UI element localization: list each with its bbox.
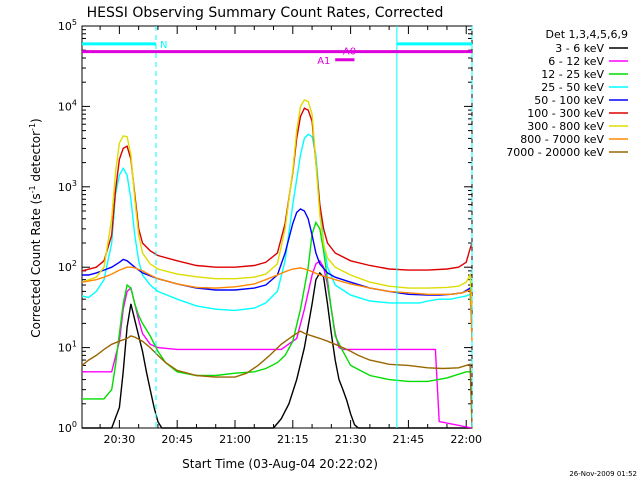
y-tick-label-base: 10: [58, 100, 72, 113]
y-tick-label: 101: [58, 340, 77, 355]
legend-label: 6 - 12 keV: [548, 55, 604, 68]
chart-title: HESSI Observing Summary Count Rates, Cor…: [87, 5, 444, 21]
series-line-9: [81, 330, 473, 429]
x-tick-label: 21:30: [335, 433, 367, 446]
footer-timestamp: 26-Nov-2009 01:52: [569, 470, 637, 478]
legend-label: 7000 - 20000 keV: [506, 146, 604, 159]
y-tick-label-exponent: 3: [72, 179, 77, 188]
legend-label: 25 - 50 keV: [541, 81, 604, 94]
y-tick-label: 102: [58, 259, 77, 274]
y-tick-label-base: 10: [58, 181, 72, 194]
y-axis-label-end: ): [29, 118, 43, 123]
x-tick-label: 20:45: [161, 433, 193, 446]
x-tick-label: 21:15: [277, 433, 309, 446]
y-tick-label-base: 10: [58, 422, 72, 435]
series-line-3: [82, 220, 472, 400]
legend-label: 12 - 25 keV: [541, 68, 604, 81]
y-tick-label-exponent: 4: [72, 98, 77, 107]
y-tick-label-exponent: 2: [72, 259, 77, 268]
y-tick-label-exponent: 0: [72, 420, 77, 429]
legend-label: 3 - 6 keV: [555, 42, 604, 55]
y-axis-label-sup2: -1: [28, 123, 37, 131]
y-axis-label-sup1: -1: [28, 185, 37, 193]
x-tick-label: 20:30: [104, 433, 136, 446]
legend-header: Det 1,3,4,5,6,9: [545, 28, 628, 41]
y-tick-label: 105: [58, 18, 77, 33]
series-line-7: [81, 99, 473, 310]
y-axis-label-main: Corrected Count Rate (s: [29, 193, 43, 337]
legend-label: 100 - 300 keV: [527, 107, 604, 120]
x-tick-label: 21:00: [219, 433, 251, 446]
y-tick-label-base: 10: [58, 342, 72, 355]
annotation-label: N: [160, 40, 167, 51]
x-axis-label: Start Time (03-Aug-04 20:22:02): [182, 457, 378, 471]
series-line-1: [82, 271, 472, 429]
y-tick-label-exponent: 1: [72, 340, 77, 349]
y-tick-label-exponent: 5: [72, 18, 77, 27]
x-tick-label: 21:45: [393, 433, 425, 446]
annotation-label: A1: [317, 56, 330, 67]
annotation-label: A0: [343, 47, 356, 58]
legend-label: 50 - 100 keV: [534, 94, 604, 107]
legend-label: 300 - 800 keV: [527, 120, 604, 133]
y-tick-label: 100: [58, 420, 77, 435]
y-axis-label-mid: detector: [29, 131, 43, 186]
series-line-4: [81, 133, 473, 324]
series-line-8: [81, 266, 473, 342]
legend-label: 800 - 7000 keV: [520, 133, 604, 146]
y-tick-label: 103: [58, 179, 77, 194]
y-tick-label-base: 10: [58, 261, 72, 274]
y-axis-label: Corrected Count Rate (s-1 detector-1): [28, 118, 43, 337]
y-tick-label-base: 10: [58, 20, 72, 33]
x-tick-label: 22:00: [450, 433, 482, 446]
y-tick-label: 104: [58, 98, 77, 113]
